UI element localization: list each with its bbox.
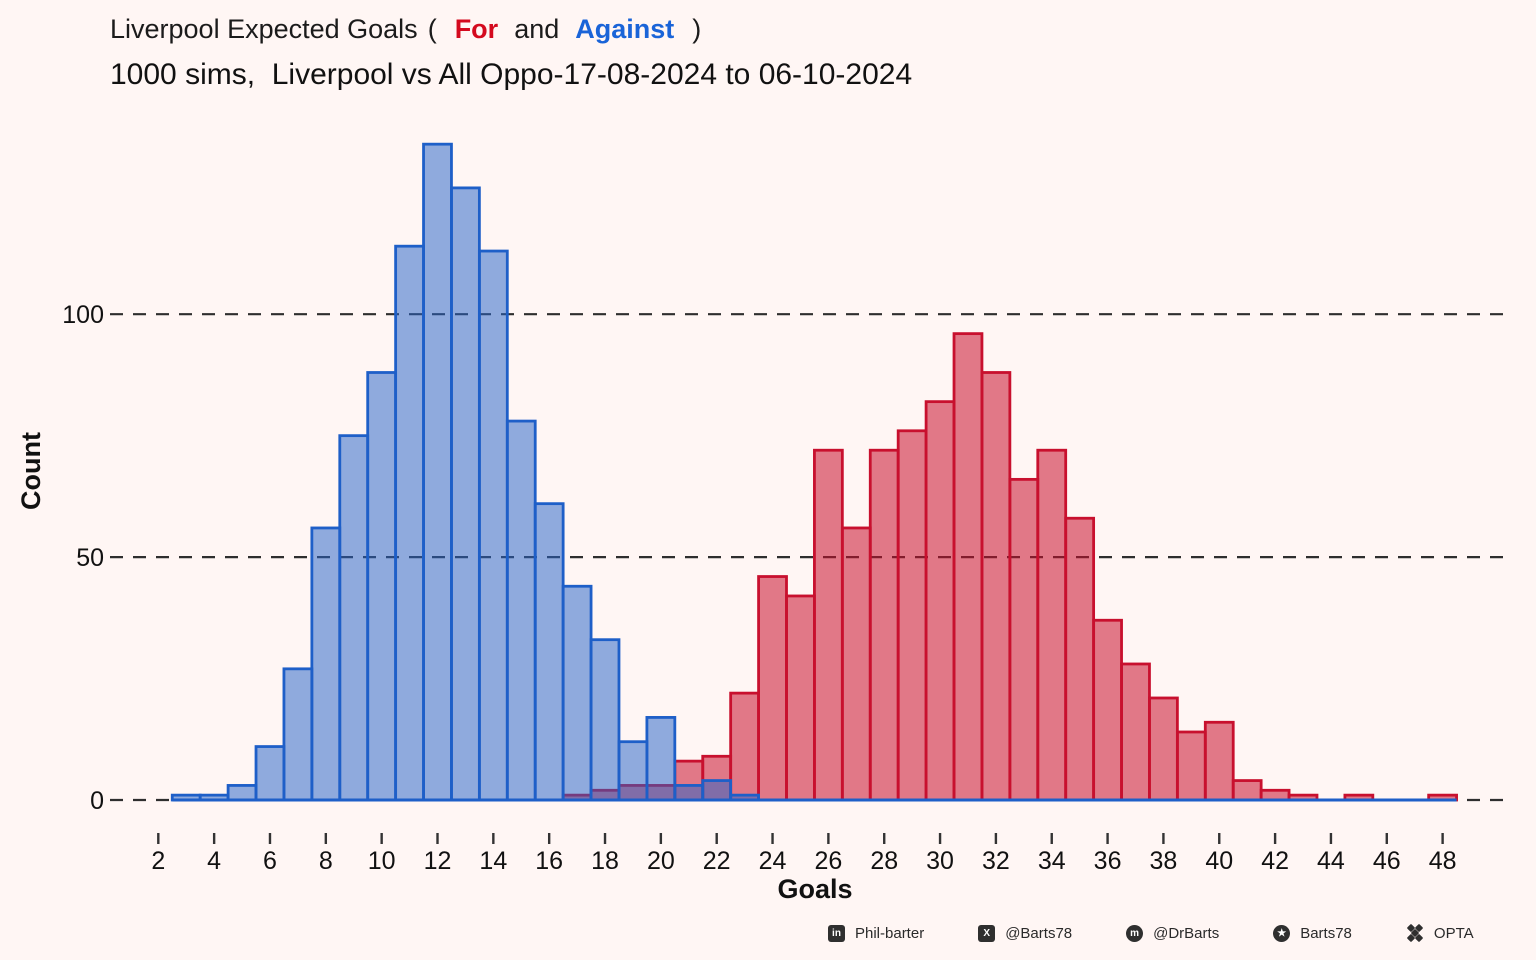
- y-tick-label: 100: [62, 301, 104, 329]
- title-against: Against: [575, 14, 675, 44]
- x-tick-label: 18: [591, 847, 619, 875]
- x-tick-label: 24: [759, 847, 787, 875]
- histogram-bar: [561, 584, 593, 802]
- histogram-bar: [729, 691, 760, 802]
- footer-label: OPTA: [1433, 924, 1474, 942]
- x-tick-label: 20: [647, 847, 675, 875]
- x-tick-label: 44: [1317, 847, 1345, 875]
- x-tick-label: 22: [703, 847, 731, 875]
- histogram-bar: [1175, 730, 1207, 802]
- histogram-bar: [1120, 662, 1151, 802]
- histogram-bar: [813, 448, 844, 802]
- histogram-bar: [1203, 720, 1235, 802]
- footer-label: @Barts78: [1005, 924, 1073, 942]
- title-for: For: [454, 14, 499, 44]
- histogram-bar: [617, 740, 649, 802]
- histogram-bar: [366, 371, 398, 802]
- title-paren-close: ): [692, 14, 702, 44]
- histogram-bar: [1064, 516, 1096, 802]
- y-axis-title: Count: [16, 432, 46, 510]
- x-tick-label: 32: [982, 847, 1010, 875]
- histogram-bar: [394, 244, 425, 802]
- x-tick-label: 2: [151, 847, 165, 875]
- histogram-bar: [868, 448, 900, 802]
- x-tick-label: 40: [1205, 847, 1233, 875]
- footer-item-mastodon: m @DrBarts: [1126, 924, 1220, 942]
- footer-item-x: X @Barts78: [978, 924, 1073, 942]
- histogram-bar: [785, 594, 816, 802]
- x-tick-label: 46: [1373, 847, 1401, 875]
- opta-icon: [1406, 923, 1424, 943]
- histogram-bar: [422, 142, 453, 802]
- histogram-bar: [1092, 618, 1123, 802]
- histogram-bar: [924, 400, 956, 802]
- x-tick-label: 10: [368, 847, 396, 875]
- footer-item-opta: OPTA: [1406, 923, 1474, 943]
- title-paren-open: (: [427, 14, 437, 44]
- x-tick-label: 28: [870, 847, 898, 875]
- histogram-bar: [757, 575, 788, 802]
- histogram-bar: [980, 371, 1012, 802]
- x-tick-label: 12: [424, 847, 452, 875]
- y-tick-label: 50: [76, 544, 104, 572]
- mastodon-icon: m: [1126, 924, 1144, 942]
- x-tick-label: 36: [1094, 847, 1122, 875]
- histogram-bar: [840, 526, 872, 802]
- x-tick-label: 4: [207, 847, 221, 875]
- footer-label: Barts78: [1300, 924, 1352, 942]
- histogram-bar: [589, 638, 621, 802]
- x-tick-label: 48: [1429, 847, 1457, 875]
- x-tick-label: 42: [1261, 847, 1289, 875]
- x-tick-label: 38: [1150, 847, 1178, 875]
- histogram-bar: [1008, 477, 1040, 802]
- x-tick-label: 30: [926, 847, 954, 875]
- histogram-bar: [1148, 696, 1179, 802]
- histogram-bar: [533, 502, 565, 802]
- histogram-bar: [1036, 448, 1068, 802]
- footer-label: @DrBarts: [1153, 924, 1220, 942]
- histogram-bar: [254, 745, 286, 802]
- histogram-bar: [477, 249, 509, 802]
- histogram-bar: [226, 784, 258, 802]
- footer-label: Phil-barter: [855, 924, 925, 942]
- histogram-bar: [450, 186, 481, 802]
- chart-subtitle: 1000 sims, Liverpool vs All Oppo-17-08-2…: [110, 58, 913, 91]
- histogram-bar: [282, 667, 314, 802]
- x-tick-label: 6: [263, 847, 277, 875]
- histogram-bar: [701, 779, 733, 802]
- footer-credits: in Phil-barter X @Barts78 m @DrBarts ★ B…: [828, 923, 1474, 943]
- x-tick-label: 8: [319, 847, 333, 875]
- histogram-bar: [1231, 779, 1263, 802]
- histogram-bar: [505, 419, 537, 802]
- x-tick-label: 16: [535, 847, 563, 875]
- histogram-bar: [896, 429, 928, 802]
- x-icon: X: [978, 924, 996, 942]
- histogram-bar: [338, 434, 370, 802]
- title-main: Liverpool Expected Goals: [110, 14, 418, 44]
- histogram-bar: [952, 332, 984, 802]
- footer-item-linkedin: in Phil-barter: [828, 924, 925, 942]
- linkedin-icon: in: [828, 924, 845, 942]
- histogram-bar: [310, 526, 342, 802]
- footer-item-github: ★ Barts78: [1273, 924, 1352, 942]
- github-icon: ★: [1273, 924, 1291, 942]
- y-tick-label: 0: [90, 787, 104, 815]
- x-tick-label: 34: [1038, 847, 1066, 875]
- page-title: Liverpool Expected Goals ( For and Against): [110, 14, 711, 76]
- title-and: and: [514, 14, 560, 44]
- x-tick-label: 14: [479, 847, 507, 875]
- histogram-bar: [673, 784, 705, 802]
- x-axis-title: Goals: [777, 874, 853, 904]
- x-tick-label: 26: [814, 847, 842, 875]
- histogram-bar: [645, 716, 677, 802]
